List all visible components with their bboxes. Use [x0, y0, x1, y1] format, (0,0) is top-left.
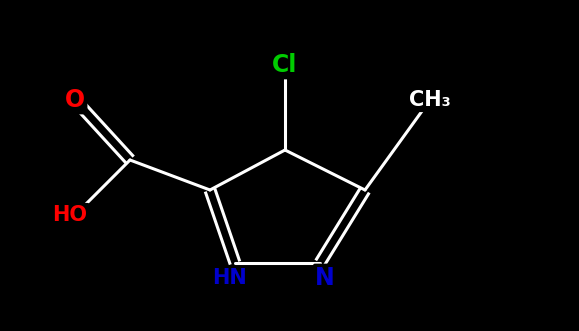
Text: N: N	[315, 266, 335, 290]
Text: O: O	[65, 88, 85, 112]
Text: HN: HN	[212, 268, 247, 288]
Text: CH₃: CH₃	[409, 90, 451, 110]
Text: HO: HO	[53, 205, 87, 225]
Text: Cl: Cl	[272, 53, 298, 77]
